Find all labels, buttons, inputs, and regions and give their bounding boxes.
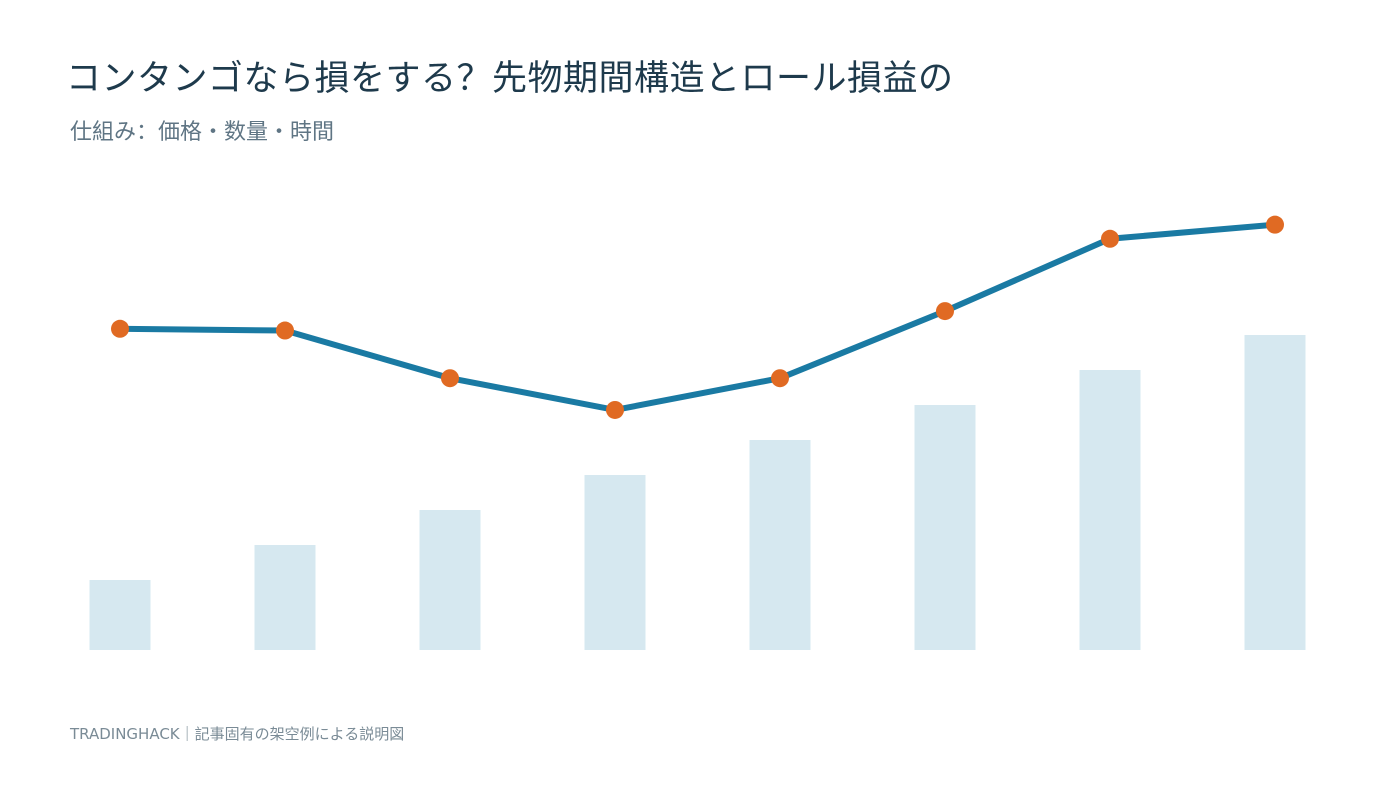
line-point-5 [771,369,789,388]
line-point-8 [1266,215,1284,234]
bar-series [89,335,1306,650]
bar-2 [254,545,316,650]
line-point-7 [1101,229,1119,248]
bar-6 [914,405,976,650]
bar-4 [584,475,646,650]
bar-5 [749,440,811,650]
line-point-1 [111,319,129,338]
bar-7 [1079,370,1141,650]
line-series [117,221,1278,413]
bar-8 [1244,335,1306,650]
line-point-2 [276,321,294,340]
page-title: コンタンゴなら損をする？先物期間構造とロール損益の [66,59,954,99]
bar-1 [89,580,151,650]
line-point-6 [936,302,954,321]
page-subtitle: 仕組み：価格・数量・時間 [70,120,335,145]
line-point-3 [441,369,459,388]
line-point-4 [606,400,624,419]
bar-3 [419,510,481,650]
marker-series [111,215,1284,419]
footer-credit: TRADINGHACK｜記事固有の架空例による説明図 [70,725,405,743]
series-line [117,221,1278,413]
